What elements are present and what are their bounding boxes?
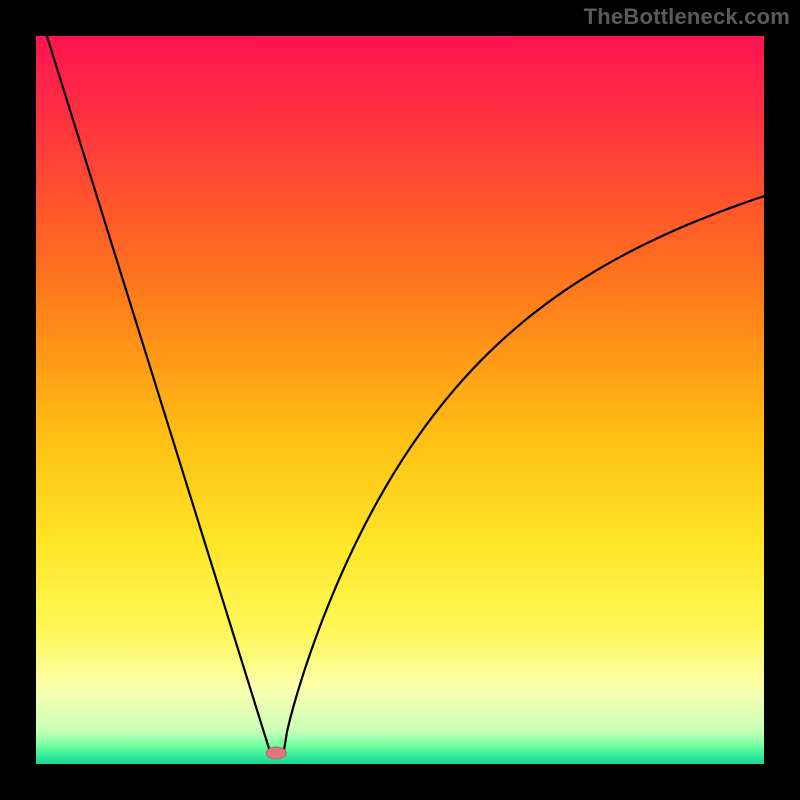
plot-background [36, 36, 764, 764]
optimal-point-marker [266, 747, 286, 759]
chart-container: TheBottleneck.com [0, 0, 800, 800]
watermark-text: TheBottleneck.com [584, 4, 790, 30]
bottleneck-chart [0, 0, 800, 800]
